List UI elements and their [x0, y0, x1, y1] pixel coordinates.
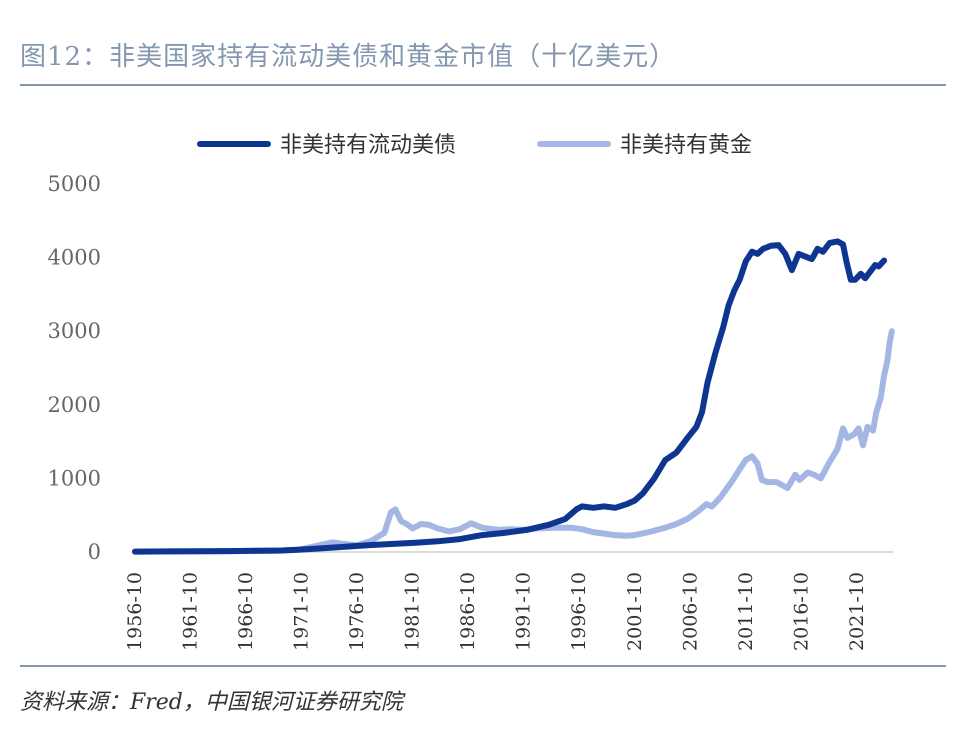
- y-tick-label: 1000: [48, 466, 101, 490]
- series-line-gold: [132, 328, 895, 555]
- series-line-treasury: [132, 238, 888, 555]
- x-tick-label: 1981-10: [402, 572, 424, 651]
- x-tick-label: 2016-10: [790, 572, 812, 651]
- title-divider: [20, 84, 946, 86]
- y-tick-label: 5000: [48, 172, 101, 196]
- x-tick-label: 1986-10: [457, 572, 479, 651]
- x-tick-label: 1961-10: [180, 572, 202, 651]
- x-tick-label: 2001-10: [624, 572, 646, 651]
- legend: 非美持有流动美债 非美持有黄金: [197, 133, 752, 158]
- x-tick-label: 1971-10: [291, 572, 313, 651]
- y-axis: 0 1000 2000 3000 4000 5000: [48, 172, 101, 564]
- source-divider: [20, 665, 946, 667]
- x-tick-label: 1996-10: [568, 572, 590, 651]
- x-tick-label: 2011-10: [735, 572, 757, 651]
- chart-title: 图12：非美国家持有流动美债和黄金市值（十亿美元）: [20, 42, 677, 72]
- x-tick-label: 1991-10: [513, 572, 535, 651]
- x-tick-label: 2021-10: [846, 572, 868, 651]
- series-layer: [132, 238, 895, 555]
- y-tick-label: 0: [88, 540, 101, 564]
- legend-label-gold: 非美持有黄金: [620, 133, 752, 158]
- y-tick-label: 3000: [48, 319, 101, 343]
- x-tick-label: 2006-10: [679, 572, 701, 651]
- x-tick-label: 1966-10: [235, 572, 257, 651]
- source-note: 资料来源：Fred，中国银河证券研究院: [20, 690, 403, 715]
- y-tick-label: 2000: [48, 393, 101, 417]
- x-tick-label: 1956-10: [124, 572, 146, 651]
- x-tick-label: 1976-10: [346, 572, 368, 651]
- legend-label-treasury: 非美持有流动美债: [280, 133, 456, 158]
- y-tick-label: 4000: [48, 246, 101, 270]
- x-axis: 1956-10 1961-10 1966-10 1971-10 1976-10 1981-…: [124, 551, 893, 651]
